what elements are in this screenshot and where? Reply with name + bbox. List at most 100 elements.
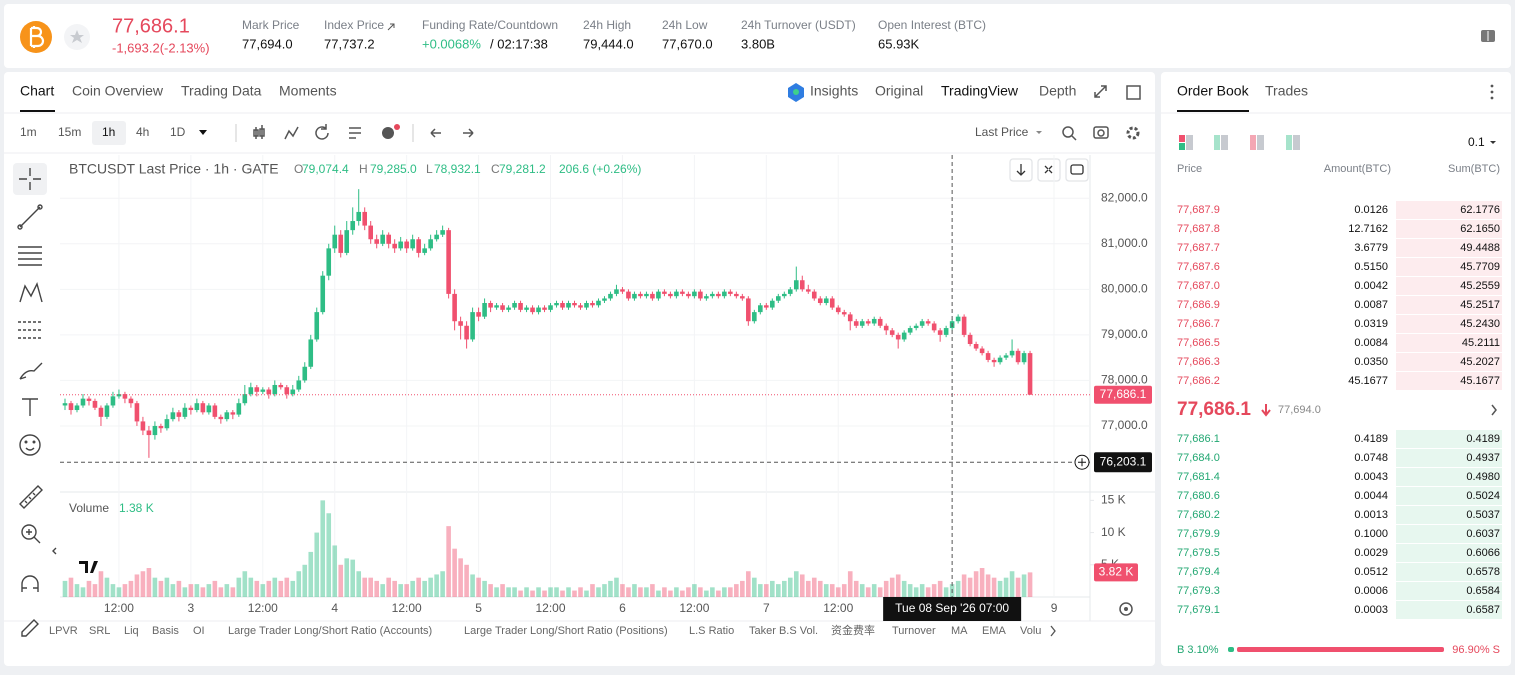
candle-body: [266, 389, 272, 395]
row-price[interactable]: 77,679.1: [1177, 604, 1220, 616]
last-price-label: 77,686.1: [1100, 387, 1147, 401]
row-price[interactable]: 77,684.0: [1177, 452, 1220, 464]
volume-bar: [638, 587, 643, 597]
chart-tab[interactable]: Chart: [20, 83, 54, 99]
precision[interactable]: 0.1: [1468, 135, 1485, 149]
row-price[interactable]: 77,686.1: [1177, 433, 1220, 445]
interval[interactable]: 1h: [102, 125, 115, 139]
indicator[interactable]: SRL: [89, 625, 110, 637]
chart-buttons[interactable]: [1009, 158, 1089, 182]
book-icon[interactable]: [1481, 30, 1495, 42]
legend-value: 78,932.1: [434, 162, 481, 176]
window-button[interactable]: [1126, 85, 1141, 100]
settings-button[interactable]: [1119, 602, 1133, 616]
indicator[interactable]: Taker B.S Vol.: [749, 625, 818, 637]
row-price[interactable]: 77,687.0: [1177, 280, 1220, 292]
expand-arrow[interactable]: [1491, 404, 1497, 416]
favorite-button[interactable]: [64, 24, 90, 50]
candle-body: [1003, 355, 1009, 358]
row-price[interactable]: 77,680.6: [1177, 490, 1220, 502]
row-price[interactable]: 77,679.3: [1177, 585, 1220, 597]
indicator[interactable]: Turnover: [892, 625, 936, 637]
candle-body: [134, 403, 140, 422]
candle-body: [320, 275, 326, 313]
volume-tag: [1094, 563, 1138, 582]
candle-body: [781, 293, 787, 297]
indicator[interactable]: Basis: [152, 625, 179, 637]
precision-icons[interactable]: [1179, 135, 1496, 150]
stat-value: 77,737.2: [324, 36, 375, 51]
volume-bar: [482, 580, 487, 597]
interval[interactable]: 1m: [20, 125, 37, 139]
row-price[interactable]: 77,681.4: [1177, 471, 1220, 483]
row-price[interactable]: 77,687.6: [1177, 261, 1220, 273]
row-price[interactable]: 77,687.9: [1177, 204, 1220, 216]
book-tab[interactable]: Order Book: [1177, 83, 1250, 99]
indicator[interactable]: L.S Ratio: [689, 625, 734, 637]
candle-body: [734, 293, 739, 297]
chart-tab[interactable]: Coin Overview: [72, 83, 164, 99]
volume-bar: [512, 587, 517, 597]
more-button[interactable]: [1490, 84, 1494, 100]
candle-body: [1027, 353, 1033, 395]
indicator[interactable]: Large Trader Long/Short Ratio (Positions…: [464, 625, 668, 637]
row-price[interactable]: 77,687.8: [1177, 223, 1220, 235]
row-price[interactable]: 77,680.2: [1177, 509, 1220, 521]
column-header: Price: [1177, 163, 1202, 175]
depth-bar: [1396, 353, 1502, 371]
indicator[interactable]: MA: [951, 625, 968, 637]
row-amount: 0.0084: [1354, 337, 1388, 349]
interval[interactable]: 4h: [136, 125, 149, 139]
indicator[interactable]: Liq: [124, 625, 139, 637]
row-price[interactable]: 77,679.5: [1177, 547, 1220, 559]
row-price[interactable]: 77,687.7: [1177, 242, 1220, 254]
indicator[interactable]: OI: [193, 625, 205, 637]
row-price[interactable]: 77,679.9: [1177, 528, 1220, 540]
scroll-arrow[interactable]: [1050, 625, 1056, 637]
x-tick-label: 12:00: [536, 601, 566, 615]
view-tab[interactable]: Insights: [810, 83, 858, 99]
candle-body: [805, 289, 811, 292]
candle-body: [793, 280, 799, 290]
chart-tab[interactable]: Moments: [279, 83, 337, 99]
candle-body: [170, 412, 176, 420]
indicator[interactable]: LPVR: [49, 625, 78, 637]
interval[interactable]: 15m: [58, 125, 81, 139]
drawing-tools[interactable]: [13, 163, 57, 637]
row-price[interactable]: 77,686.9: [1177, 299, 1220, 311]
price-source[interactable]: Last Price: [975, 125, 1029, 139]
row-price[interactable]: 77,686.3: [1177, 356, 1220, 368]
volume-bar: [278, 580, 284, 597]
indicator[interactable]: Large Trader Long/Short Ratio (Accounts): [228, 625, 432, 637]
chart-tab[interactable]: Trading Data: [181, 83, 262, 99]
toolbar-icons[interactable]: [199, 124, 1140, 142]
candle-body: [182, 407, 188, 417]
view-tab[interactable]: TradingView: [941, 83, 1019, 99]
indicator[interactable]: Volu: [1020, 625, 1041, 637]
tradingview-logo: [76, 556, 104, 578]
candle-body: [104, 405, 110, 417]
row-price[interactable]: 77,686.5: [1177, 337, 1220, 349]
x-tick-label: 7: [763, 601, 770, 615]
volume-bar: [680, 590, 685, 597]
indicator[interactable]: 资金费率: [831, 623, 875, 637]
fullscreen-button[interactable]: [1094, 85, 1107, 98]
candle-body: [398, 241, 403, 249]
volume-bar: [871, 584, 877, 597]
insights-icon[interactable]: [788, 83, 804, 102]
candle-body: [536, 307, 541, 313]
candle-body: [356, 211, 362, 222]
volume-bar: [122, 584, 128, 597]
volume-bar: [596, 587, 601, 597]
volume-bar: [500, 584, 505, 597]
book-tab[interactable]: Trades: [1265, 83, 1308, 99]
view-tab[interactable]: Depth: [1039, 83, 1076, 99]
candle-body: [961, 316, 967, 335]
indicator[interactable]: EMA: [982, 625, 1007, 637]
view-tab[interactable]: Original: [875, 83, 923, 99]
interval[interactable]: 1D: [170, 125, 186, 139]
row-price[interactable]: 77,679.4: [1177, 566, 1220, 578]
row-price[interactable]: 77,686.2: [1177, 375, 1220, 387]
volume-bar: [188, 584, 194, 597]
row-price[interactable]: 77,686.7: [1177, 318, 1220, 330]
